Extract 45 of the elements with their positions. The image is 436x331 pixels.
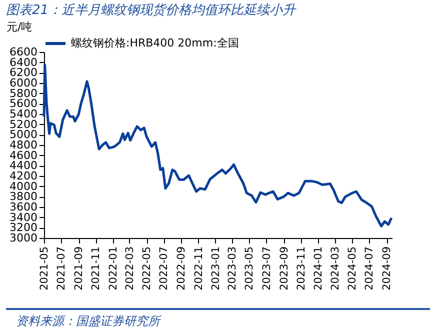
chart-title: 图表21：近半月螺纹钢现货价格均值环比延续小升 xyxy=(6,3,297,18)
legend-label: 螺纹钢价格:HRB400 20mm:全国 xyxy=(71,36,239,50)
x-tick-label: 2024-07 xyxy=(364,246,376,290)
y-tick-label: 3400 xyxy=(10,210,38,224)
x-tick-label: 2021-11 xyxy=(90,246,102,290)
x-tick-label: 2024-05 xyxy=(346,246,359,290)
x-tick-label: 2022-09 xyxy=(176,246,188,290)
x-tick-label: 2022-01 xyxy=(107,246,120,290)
x-tick-label: 2023-09 xyxy=(278,246,290,290)
x-tick-label: 2022-07 xyxy=(158,246,170,290)
y-tick-label: 3600 xyxy=(10,200,38,214)
y-tick-label: 6000 xyxy=(10,76,38,90)
x-tick-label: 2024-03 xyxy=(329,246,342,290)
y-tick-label: 6200 xyxy=(10,66,38,80)
text: 资料来源：国盛证券研究所 xyxy=(6,308,430,331)
x-tick-label: 2022-05 xyxy=(141,246,154,290)
y-tick-label: 5200 xyxy=(10,118,38,131)
x-tick-label: 2024-09 xyxy=(381,246,394,290)
y-tick-label: 5400 xyxy=(10,108,38,120)
x-tick-label: 2021-07 xyxy=(56,246,68,290)
x-tick-label: 2023-03 xyxy=(226,246,239,290)
y-tick-label: 4800 xyxy=(10,138,38,152)
x-tick-label: 2024-01 xyxy=(312,246,325,290)
y-tick-label: 4600 xyxy=(10,148,38,162)
x-tick-label: 2021-09 xyxy=(73,246,86,290)
y-tick-label: 5600 xyxy=(10,97,38,110)
y-tick-label: 6600 xyxy=(10,46,38,58)
y-tick-label: 3200 xyxy=(10,221,38,234)
y-tick-label: 4200 xyxy=(10,170,38,182)
y-tick-label: 4000 xyxy=(10,180,38,193)
y-tick-label: 5000 xyxy=(10,128,38,142)
y-tick-label: 5800 xyxy=(10,86,38,100)
x-tick-label: 2023-07 xyxy=(260,246,273,290)
y-tick-label: 4400 xyxy=(10,159,38,172)
y-axis-title: 元/吨 xyxy=(6,20,32,34)
y-tick-label: 3800 xyxy=(10,190,38,204)
line-series xyxy=(42,64,393,228)
y-tick-label: 3000 xyxy=(10,232,38,244)
x-tick-label: 2023-01 xyxy=(210,246,222,290)
x-tick-label: 2022-11 xyxy=(192,246,205,290)
x-tick-label: 2023-05 xyxy=(244,246,256,290)
x-tick-label: 2021-05 xyxy=(38,246,50,290)
y-tick-label: 6400 xyxy=(10,56,38,69)
x-tick-label: 2023-11 xyxy=(295,246,308,290)
x-tick-label: 2022-03 xyxy=(124,246,136,290)
